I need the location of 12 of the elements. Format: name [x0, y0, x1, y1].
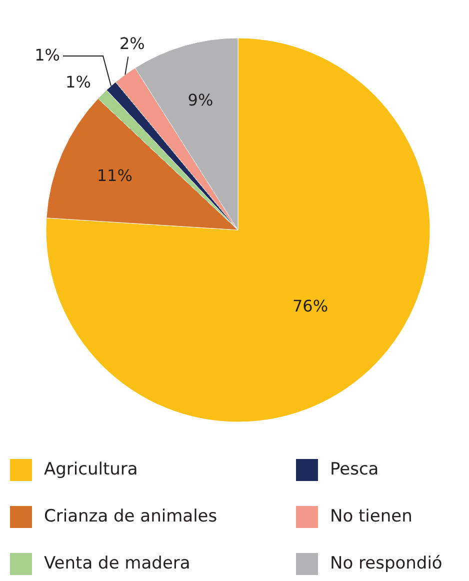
data-label: 76% — [292, 296, 328, 316]
data-label: 1% — [34, 45, 60, 64]
legend-label: Pesca — [330, 460, 379, 480]
legend-label: No respondió — [330, 554, 442, 574]
data-label: 9% — [188, 90, 214, 110]
data-label: 11% — [96, 166, 132, 185]
legend-label: Agricultura — [44, 460, 138, 480]
data-label: 2% — [119, 34, 145, 54]
legend-label: Venta de madera — [44, 554, 190, 574]
legend-label: Crianza de animales — [44, 506, 218, 527]
data-label: 1% — [66, 72, 91, 92]
legend-label: No tienen — [330, 506, 412, 527]
